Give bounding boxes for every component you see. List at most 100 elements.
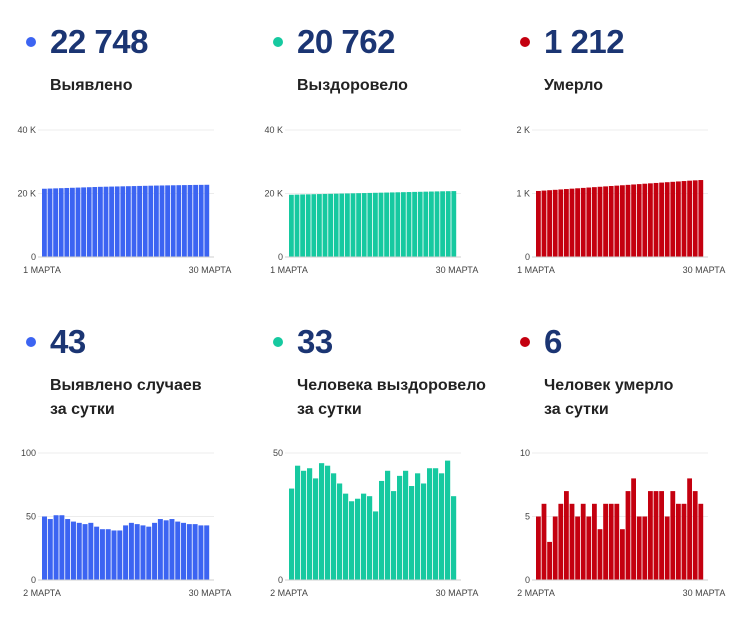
bar <box>142 185 148 257</box>
bar <box>65 519 71 580</box>
bar <box>648 491 653 580</box>
bar <box>307 468 313 580</box>
bar <box>569 188 575 257</box>
bar <box>385 470 391 580</box>
bar <box>373 511 379 580</box>
bar <box>692 491 698 580</box>
x-end-label: 30 МАРТА <box>189 265 232 275</box>
bar <box>128 522 134 580</box>
recovered-total-label: Выздоровело <box>297 74 507 98</box>
bar <box>434 191 440 257</box>
died-total-value: 1 212 <box>544 23 625 60</box>
bar <box>415 473 421 580</box>
stat-row: 6 <box>518 322 562 362</box>
y-tick-label: 10 <box>520 448 530 458</box>
bar <box>648 183 653 257</box>
y-tick-label: 40 K <box>264 125 283 135</box>
bar <box>175 521 181 580</box>
died-dot-icon <box>520 37 530 47</box>
bar <box>698 180 704 257</box>
recovered-daily-dot-icon <box>273 337 283 347</box>
bar <box>345 193 350 257</box>
y-tick-label: 0 <box>525 252 530 262</box>
died-daily-chart: 0 5 10 2 МАРТА 30 МАРТА <box>517 448 725 598</box>
bar <box>294 194 300 257</box>
bar <box>406 192 412 257</box>
bar <box>659 182 664 257</box>
bar <box>170 185 176 257</box>
died-daily-dot-icon <box>520 337 530 347</box>
died-total-chart: 0 1 K 2 K 1 МАРТА 30 МАРТА <box>516 125 725 275</box>
bar <box>636 516 642 580</box>
bar <box>445 191 451 257</box>
y-tick-label: 0 <box>278 252 283 262</box>
bar <box>586 516 592 580</box>
bar <box>157 519 163 580</box>
bar <box>536 516 541 580</box>
bar <box>367 192 373 257</box>
bar <box>564 189 569 257</box>
bar <box>636 184 642 257</box>
y-tick-label: 20 K <box>264 189 283 199</box>
bar <box>117 530 123 580</box>
bar <box>331 473 337 580</box>
bar <box>569 503 575 580</box>
bar <box>47 519 53 580</box>
bar <box>586 187 592 257</box>
bar <box>681 181 687 257</box>
label-line: Выявлено <box>50 77 133 94</box>
bar <box>182 185 187 257</box>
bar <box>339 193 345 257</box>
bar <box>198 184 204 257</box>
bar <box>361 193 367 257</box>
bar <box>204 525 210 580</box>
y-tick-label: 0 <box>31 575 36 585</box>
bar <box>75 187 81 257</box>
bar <box>670 181 676 257</box>
bar <box>423 191 429 257</box>
x-start-label: 1 МАРТА <box>270 265 308 275</box>
bar <box>642 183 648 257</box>
bar <box>412 191 417 257</box>
bar <box>94 526 100 580</box>
bar <box>186 524 192 580</box>
bar <box>597 186 603 257</box>
bar <box>429 191 434 257</box>
detected-daily-chart: 0 50 100 2 МАРТА 30 МАРТА <box>21 448 232 598</box>
detected-total-value: 22 748 <box>50 23 148 60</box>
y-tick-label: 20 K <box>17 189 36 199</box>
bar <box>558 189 564 257</box>
bar <box>47 188 53 257</box>
bar <box>64 187 70 257</box>
bar <box>642 516 648 580</box>
bar <box>597 529 603 580</box>
recovered-daily-chart: 0 50 2 МАРТА 30 МАРТА <box>270 448 478 598</box>
bar <box>300 194 305 257</box>
x-end-label: 30 МАРТА <box>189 588 232 598</box>
bar <box>692 180 698 257</box>
bar <box>350 193 356 257</box>
bar <box>373 192 378 257</box>
bar <box>92 187 98 257</box>
y-tick-label: 5 <box>525 512 530 522</box>
bar <box>361 493 367 580</box>
y-tick-label: 0 <box>278 575 283 585</box>
label-line: за сутки <box>50 401 115 418</box>
bar <box>580 503 586 580</box>
bar <box>439 473 445 580</box>
bar <box>98 186 103 257</box>
bar <box>670 491 676 580</box>
bar <box>558 503 564 580</box>
bar <box>111 530 117 580</box>
x-start-label: 1 МАРТА <box>517 265 555 275</box>
recovered-total-value: 20 762 <box>297 23 395 60</box>
bar <box>187 184 193 257</box>
bar <box>192 524 198 580</box>
bar <box>81 187 86 257</box>
bar <box>687 180 692 257</box>
bar <box>580 187 586 257</box>
bar <box>681 503 687 580</box>
bar <box>86 187 92 257</box>
bar <box>76 522 82 580</box>
detected-daily-value: 43 <box>50 323 86 360</box>
